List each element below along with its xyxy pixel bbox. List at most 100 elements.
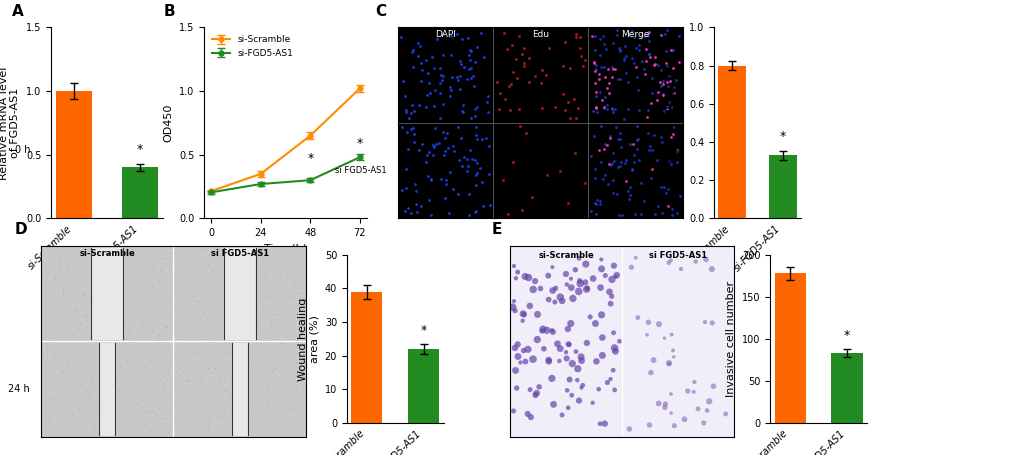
Point bbox=[431, 64, 447, 71]
Point bbox=[404, 48, 420, 56]
Point bbox=[110, 385, 126, 393]
Point bbox=[84, 373, 100, 380]
Point bbox=[273, 376, 289, 383]
Point bbox=[200, 261, 216, 268]
Point bbox=[287, 419, 304, 426]
Point bbox=[571, 255, 587, 262]
Point bbox=[410, 101, 426, 108]
Point bbox=[170, 310, 186, 317]
Point bbox=[519, 410, 535, 418]
Point bbox=[157, 293, 173, 300]
Point bbox=[199, 285, 215, 292]
Point bbox=[655, 183, 672, 191]
Point bbox=[557, 270, 574, 278]
Point bbox=[258, 426, 274, 433]
Point bbox=[73, 380, 90, 387]
Point bbox=[593, 311, 609, 318]
Point bbox=[174, 431, 191, 439]
Point bbox=[78, 386, 95, 393]
Point bbox=[568, 348, 584, 355]
Point bbox=[113, 352, 129, 359]
Point bbox=[250, 285, 266, 293]
Point bbox=[466, 106, 482, 113]
Point bbox=[278, 373, 294, 380]
Point bbox=[71, 406, 88, 414]
Point bbox=[460, 35, 476, 42]
Point bbox=[611, 162, 628, 169]
Point bbox=[61, 307, 77, 314]
Point bbox=[569, 376, 585, 384]
Point bbox=[516, 311, 532, 318]
Point bbox=[635, 197, 651, 205]
Point bbox=[144, 326, 160, 334]
Point bbox=[498, 46, 515, 53]
Point bbox=[403, 210, 419, 217]
Point bbox=[201, 362, 217, 369]
Point bbox=[113, 395, 129, 403]
Point bbox=[81, 393, 97, 400]
Point bbox=[520, 346, 536, 353]
Point bbox=[665, 353, 682, 360]
Point bbox=[209, 295, 225, 302]
Point bbox=[178, 430, 195, 437]
Point bbox=[461, 191, 477, 198]
Point bbox=[517, 358, 533, 365]
Point bbox=[296, 392, 312, 399]
Point bbox=[260, 414, 276, 421]
Point bbox=[154, 373, 170, 380]
Point bbox=[194, 283, 210, 290]
Point bbox=[551, 345, 568, 352]
Point bbox=[593, 97, 609, 104]
Point bbox=[120, 307, 137, 314]
Point bbox=[297, 369, 313, 376]
Point bbox=[86, 422, 102, 430]
Point bbox=[139, 354, 155, 361]
Point bbox=[296, 355, 312, 362]
Point bbox=[667, 148, 684, 156]
Point bbox=[599, 181, 615, 188]
Point bbox=[584, 108, 600, 115]
Point bbox=[143, 427, 159, 434]
Text: si FGD5-AS1: si FGD5-AS1 bbox=[211, 248, 268, 258]
Point bbox=[150, 332, 166, 339]
Point bbox=[61, 328, 77, 335]
Point bbox=[203, 362, 219, 369]
Text: si FGD5-AS1: si FGD5-AS1 bbox=[649, 252, 706, 260]
Point bbox=[46, 407, 62, 415]
Point bbox=[640, 31, 656, 38]
Point bbox=[676, 415, 692, 423]
Point bbox=[418, 151, 434, 158]
Point bbox=[58, 359, 74, 366]
Point bbox=[400, 114, 417, 121]
Point bbox=[598, 106, 614, 113]
Point bbox=[521, 54, 537, 61]
Point bbox=[157, 379, 173, 386]
Point bbox=[503, 42, 520, 49]
Point bbox=[116, 411, 132, 418]
Point bbox=[584, 399, 600, 406]
Point bbox=[508, 74, 525, 81]
Point bbox=[123, 245, 140, 252]
Point bbox=[146, 408, 162, 415]
Point bbox=[130, 329, 147, 336]
Point bbox=[284, 335, 301, 343]
Point bbox=[554, 91, 571, 98]
Point bbox=[162, 249, 178, 257]
Point bbox=[524, 194, 540, 201]
Point bbox=[277, 306, 293, 313]
Point bbox=[137, 255, 153, 262]
Point bbox=[271, 405, 287, 413]
Point bbox=[54, 270, 70, 278]
Point bbox=[559, 325, 576, 333]
Point bbox=[275, 418, 291, 425]
Point bbox=[637, 58, 653, 65]
Point bbox=[469, 135, 485, 142]
Text: 24 h: 24 h bbox=[8, 384, 31, 394]
Point bbox=[695, 420, 711, 427]
Point bbox=[660, 359, 677, 367]
Point bbox=[191, 275, 207, 283]
Point bbox=[159, 324, 175, 331]
Point bbox=[490, 106, 506, 113]
Point bbox=[76, 366, 93, 373]
Point bbox=[131, 282, 148, 289]
